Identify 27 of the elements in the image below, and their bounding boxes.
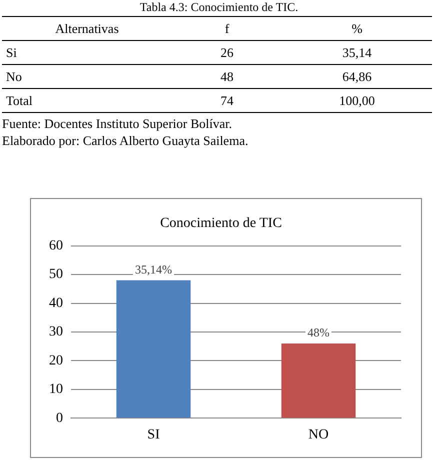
text: 48% [308,326,330,340]
y-tick-label: 30 [49,324,63,340]
x-tick-label: SI [147,427,160,442]
x-tick-label: NO [308,427,329,442]
y-tick-label: 50 [49,267,63,282]
text: 26 [172,40,282,64]
text: 35,14% [135,262,172,276]
text: Alternativas [2,16,172,40]
text: Elaborado por: Carlos Alberto Guayta Sailema. [2,133,248,149]
y-tick-label: 0 [56,410,63,426]
chart-title: Conocimiento de TIC [160,216,282,232]
text: 48 [172,64,282,88]
text: 64,86 [282,64,432,88]
text: f [172,16,282,40]
text: Si [2,40,172,64]
text: Tabla 4.3: Conocimiento de TIC. [138,0,300,14]
y-tick-label: 40 [49,296,63,311]
text: 74 [172,88,282,112]
y-tick-label: 10 [49,382,63,398]
text: 100,00 [282,88,432,112]
text: Total [2,88,172,112]
text: No [2,64,172,88]
source-note: Fuente: Docentes Instituto Superior Bolívar. [2,116,232,132]
y-tick-label: 20 [49,353,63,368]
y-tick-label: 60 [49,238,63,254]
text: 35,14 [282,40,432,64]
text: % [282,16,432,40]
